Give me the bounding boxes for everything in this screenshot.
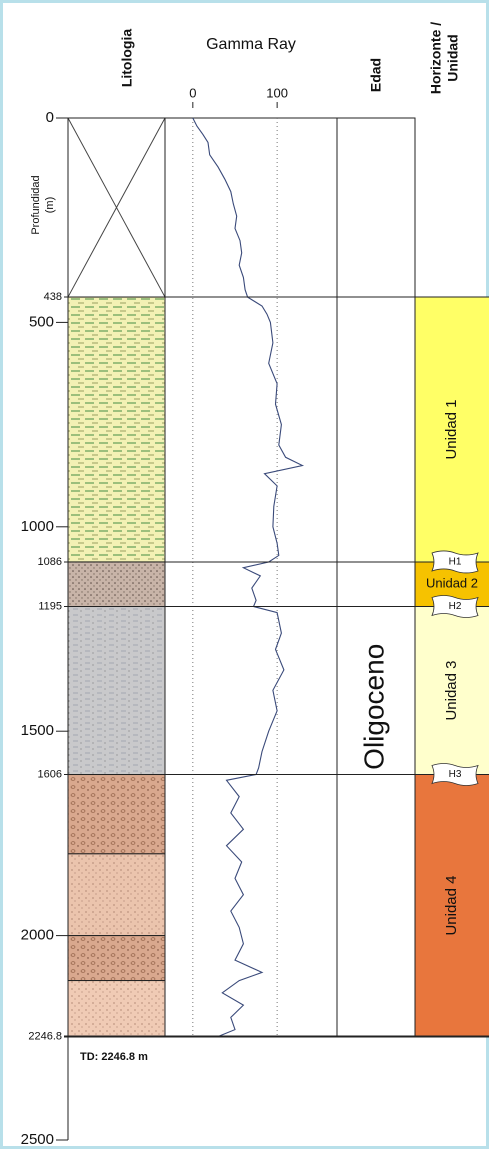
- header-horizon: Unidad: [445, 34, 461, 81]
- lithology-pattern: [68, 775, 165, 854]
- unit-label: Unidad 3: [443, 661, 460, 721]
- y-marker-label: 1195: [38, 600, 62, 612]
- y-marker-label: 438: [44, 291, 62, 303]
- y-tick-label: 2000: [21, 927, 54, 944]
- y-tick-label: 1500: [21, 722, 54, 739]
- axis-label: (m): [44, 197, 56, 214]
- age-label: Oligoceno: [358, 644, 389, 770]
- header-gamma: Gamma Ray: [206, 36, 296, 53]
- unit-label: Unidad 1: [443, 399, 460, 459]
- gamma-column: [165, 118, 337, 1036]
- header-horizon: Horizonte /: [428, 22, 444, 94]
- horizon-label: H2: [449, 601, 462, 612]
- lithology-pattern: [68, 936, 165, 981]
- y-marker-label: 1606: [38, 768, 62, 780]
- unit-label: Unidad 2: [426, 576, 478, 591]
- y-marker-label: 2246.8: [28, 1030, 62, 1042]
- age-column: [337, 118, 415, 1036]
- gamma-curve: [193, 118, 303, 1037]
- lithology-pattern: [68, 562, 165, 607]
- td-label: TD: 2246.8 m: [80, 1051, 148, 1063]
- horizon-label: H3: [449, 769, 462, 780]
- y-tick-label: 500: [29, 313, 54, 330]
- header-age: Edad: [368, 58, 384, 92]
- lithology-pattern: [68, 854, 165, 936]
- y-tick-label: 1000: [21, 518, 54, 535]
- header-lithology: Litologia: [119, 29, 135, 88]
- y-tick-label: 0: [46, 109, 54, 126]
- lithology-pattern: [68, 607, 165, 775]
- lithology-pattern: [68, 981, 165, 1037]
- y-tick-label: 2500: [21, 1131, 54, 1148]
- y-marker-label: 1086: [38, 556, 62, 568]
- well-log: Litologia Gamma Ray Edad Horizonte / Uni…: [0, 0, 489, 1149]
- x-tick-label: 100: [266, 85, 288, 100]
- unit-label: Unidad 4: [443, 875, 460, 935]
- horizon-label: H1: [449, 557, 462, 568]
- x-tick-label: 0: [189, 85, 196, 100]
- lithology-pattern: [68, 297, 165, 562]
- axis-label: Profundidad: [30, 175, 42, 234]
